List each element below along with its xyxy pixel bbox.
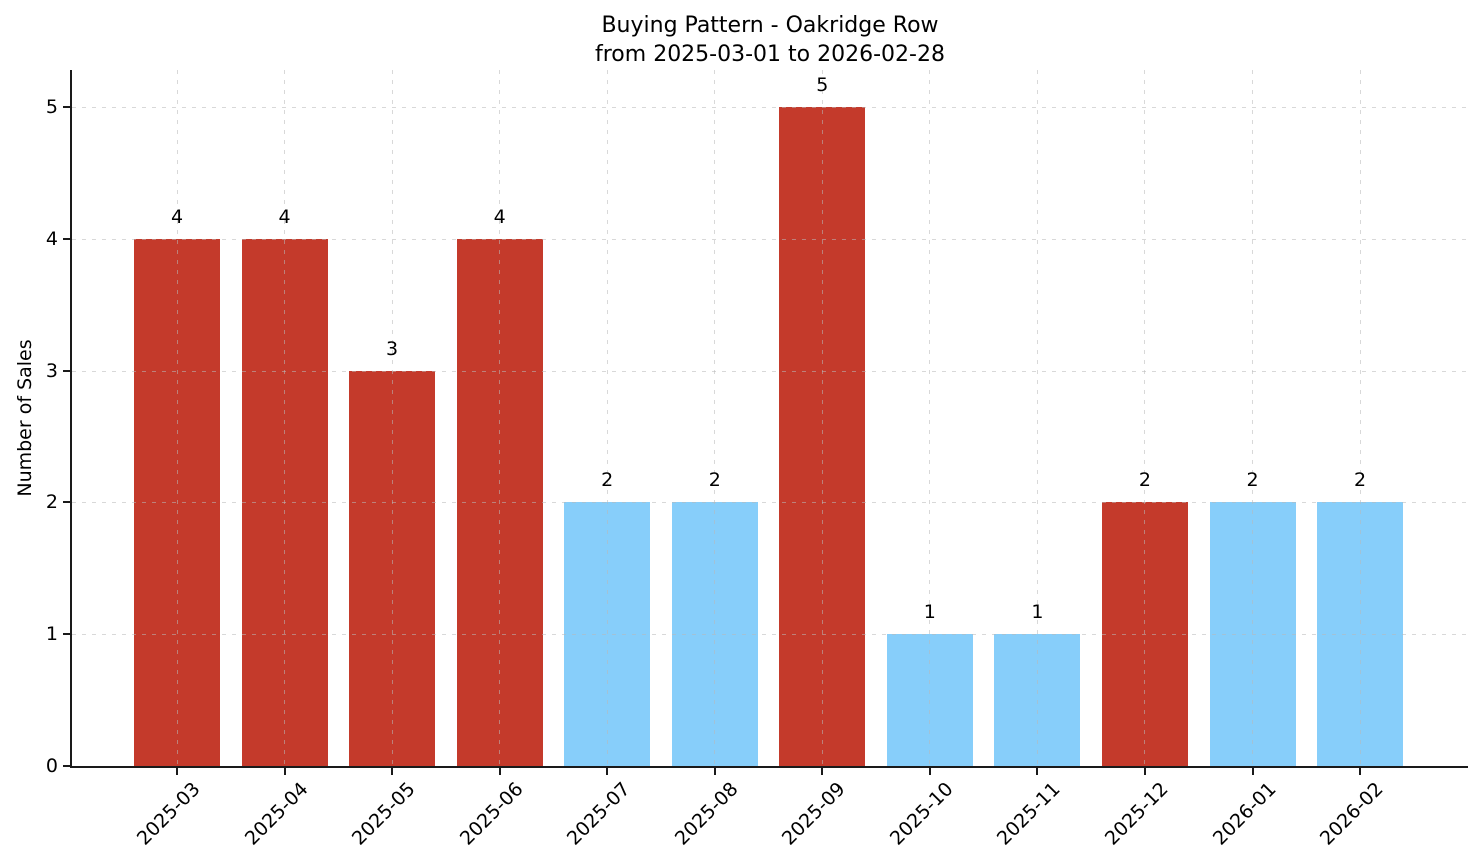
gridline-vertical [1252, 70, 1253, 766]
chart-title: Buying Pattern - Oakridge Row from 2025-… [72, 11, 1468, 69]
bar-value-label: 4 [278, 205, 291, 228]
x-tick-mark [606, 768, 609, 775]
x-tick-mark [498, 768, 501, 775]
gridline-vertical [821, 70, 823, 766]
bar-value-label: 5 [816, 74, 829, 96]
gridline-horizontal [72, 107, 1467, 108]
bar-value-label: 1 [1031, 601, 1044, 624]
bar-value-label: 2 [1138, 469, 1151, 492]
x-tick-mark [283, 768, 286, 775]
x-tick-mark [176, 768, 178, 775]
gridline-vertical [499, 70, 501, 766]
y-axis-spine [70, 70, 72, 768]
x-tick-mark [391, 768, 394, 775]
x-tick-label: 2025-03 [132, 778, 205, 850]
gridline-vertical [391, 70, 393, 766]
gridline-horizontal [72, 238, 1467, 240]
bar-value-label: 2 [601, 469, 614, 492]
y-tick-label: 0 [45, 755, 58, 777]
chart-title-line2: from 2025-03-01 to 2026-02-28 [595, 42, 945, 67]
x-tick-mark [1036, 768, 1039, 775]
y-tick-label: 2 [45, 491, 58, 514]
gridline-vertical [606, 70, 608, 766]
gridline-horizontal [72, 634, 1467, 636]
gridline-vertical [1144, 70, 1146, 766]
gridline-vertical [714, 70, 716, 766]
y-tick-label: 4 [45, 227, 58, 250]
bar-value-label: 1 [923, 601, 936, 624]
gridline-vertical [1036, 70, 1038, 766]
y-tick-label: 1 [45, 623, 58, 646]
bar-value-label: 3 [386, 337, 399, 360]
gridline-vertical [176, 70, 178, 766]
bar-value-label: 2 [1246, 469, 1259, 492]
y-tick-mark [63, 106, 70, 108]
y-tick-mark [63, 633, 70, 636]
x-tick-mark [1251, 768, 1254, 775]
y-tick-mark [63, 369, 70, 372]
x-axis-spine [70, 766, 1468, 768]
bar-value-label: 2 [708, 469, 721, 492]
y-tick-mark [63, 765, 70, 767]
gridline-vertical [284, 70, 286, 766]
y-tick-mark [63, 237, 70, 240]
x-tick-mark [1359, 768, 1362, 775]
x-tick-mark [1143, 768, 1146, 775]
gridline-horizontal [72, 370, 1467, 372]
y-tick-mark [63, 501, 70, 504]
gridline-horizontal [72, 502, 1467, 504]
bar-value-label: 2 [1354, 469, 1367, 492]
y-tick-label: 5 [45, 96, 58, 118]
gridline-vertical [1359, 70, 1361, 766]
y-tick-label: 3 [45, 359, 58, 382]
gridline-vertical [929, 70, 931, 766]
x-tick-mark [928, 768, 931, 775]
bar-value-label: 4 [493, 205, 506, 228]
x-tick-mark [713, 768, 716, 775]
bar-value-label: 4 [170, 205, 184, 228]
chart-title-line1: Buying Pattern - Oakridge Row [601, 13, 939, 38]
x-tick-mark [821, 768, 824, 775]
